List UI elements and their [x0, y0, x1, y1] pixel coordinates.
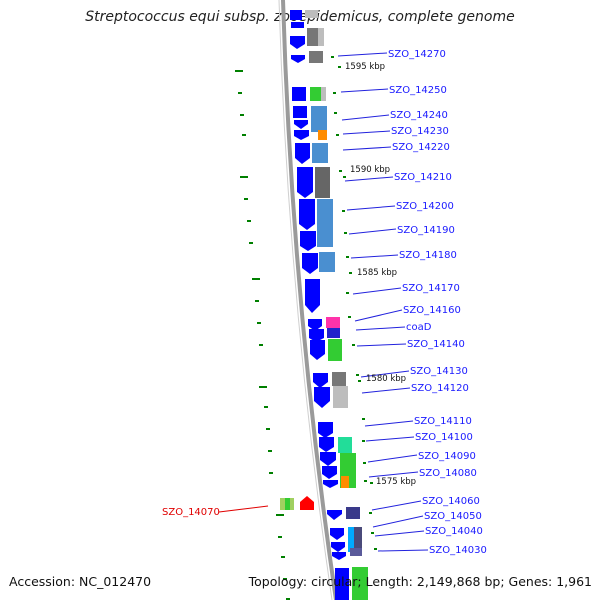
kbp-marker: 1595 kbp [345, 62, 385, 72]
cog-bars [305, 10, 368, 600]
gene-label: SZO_14250 [389, 85, 447, 96]
leader-lines [337, 52, 429, 552]
gene-label: SZO_14050 [424, 511, 482, 522]
kbp-marker: 1575 kbp [376, 477, 416, 487]
gene-label: SZO_14220 [392, 142, 450, 153]
accession-text: Accession: NC_012470 [9, 574, 152, 589]
gene-label: SZO_14040 [425, 526, 483, 537]
gene-label: SZO_14240 [390, 110, 448, 121]
gene-label: SZO_14180 [399, 250, 457, 261]
kbp-marker: 1590 kbp [350, 165, 390, 175]
gene-labels: SZO_14270 SZO_14250 SZO_14240 SZO_14230 … [388, 49, 487, 556]
gene-label: SZO_14120 [411, 383, 469, 394]
genome-backbone-inner [278, 0, 333, 600]
gene-label: SZO_14270 [388, 49, 446, 60]
gene-label: SZO_14200 [396, 201, 454, 212]
reverse-gene-szo-14070 [280, 496, 314, 510]
gene-label: SZO_14030 [429, 545, 487, 556]
gene-label: SZO_14130 [410, 366, 468, 377]
gene-label: SZO_14160 [403, 305, 461, 316]
gene-label: SZO_14060 [422, 496, 480, 507]
highlight-gene-label: SZO_14070 [162, 507, 220, 518]
kbp-markers: 1595 kbp 1590 kbp 1585 kbp 1580 kbp 1575… [345, 62, 416, 487]
gene-label: SZO_14140 [407, 339, 465, 350]
gene-label: SZO_14170 [402, 283, 460, 294]
gene-label: SZO_14210 [394, 172, 452, 183]
gene-label: SZO_14110 [414, 416, 472, 427]
kbp-marker: 1580 kbp [366, 374, 406, 384]
gene-label: SZO_14090 [418, 451, 476, 462]
highlight-leader-line [218, 505, 269, 513]
genome-summary-text: Topology: circular; Length: 2,149,868 bp… [248, 574, 592, 589]
gene-label: SZO_14190 [397, 225, 455, 236]
gc-ticks [235, 56, 377, 600]
gene-label: SZO_14230 [391, 126, 449, 137]
kbp-marker: 1585 kbp [357, 268, 397, 278]
forward-genes [290, 10, 349, 600]
gene-label: SZO_14100 [415, 432, 473, 443]
gene-label: coaD [406, 322, 432, 333]
gene-label: SZO_14080 [419, 468, 477, 479]
genome-backbone [281, 0, 338, 600]
